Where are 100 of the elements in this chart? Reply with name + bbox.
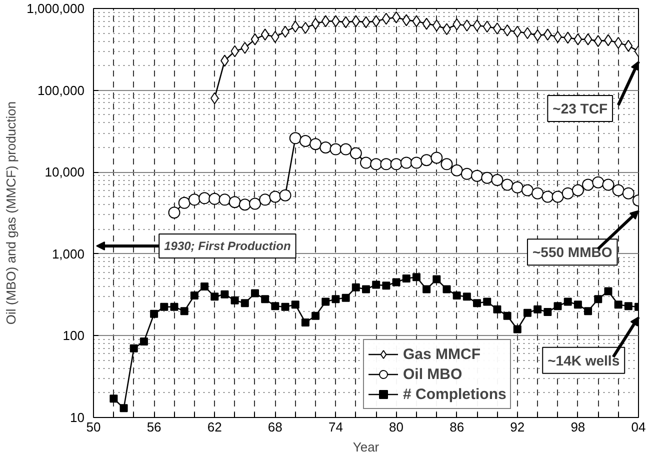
point — [210, 292, 219, 301]
annotation: ~14K wells — [548, 352, 620, 368]
point — [462, 292, 471, 301]
point — [362, 285, 370, 294]
point — [420, 154, 433, 166]
point — [624, 40, 633, 52]
point — [594, 35, 602, 48]
point — [604, 287, 612, 296]
x-tick-label: 92 — [510, 420, 525, 434]
point — [310, 138, 322, 150]
point — [481, 172, 494, 184]
point — [422, 18, 431, 30]
point — [624, 302, 632, 310]
point — [440, 158, 453, 170]
point — [352, 283, 360, 292]
point — [238, 198, 251, 211]
point — [150, 310, 158, 318]
point — [493, 305, 502, 314]
y-tick-label: 100 — [62, 328, 85, 344]
point — [322, 298, 330, 306]
point — [311, 18, 320, 30]
x-tick-label: 56 — [146, 420, 162, 434]
point — [190, 292, 198, 300]
point — [402, 14, 411, 26]
point — [342, 294, 350, 302]
point — [220, 290, 229, 298]
point — [564, 32, 572, 44]
point — [140, 337, 148, 346]
point — [534, 305, 542, 314]
point — [574, 300, 582, 309]
point — [230, 296, 239, 304]
legend-label: Gas MMCF — [403, 345, 481, 363]
legend-label: # Completions — [403, 385, 506, 403]
point — [360, 156, 372, 169]
y-tick-label: 100,000 — [38, 82, 85, 98]
point — [188, 194, 200, 206]
point — [250, 33, 260, 46]
y-tick-label: 10,000 — [44, 164, 85, 180]
point — [523, 308, 532, 317]
point — [542, 190, 554, 203]
point — [291, 300, 300, 309]
annotation: ~23 TCF — [552, 100, 608, 116]
point — [370, 158, 382, 170]
point — [503, 312, 512, 320]
point — [301, 318, 310, 326]
point — [261, 295, 270, 304]
point — [321, 15, 330, 28]
point — [392, 278, 400, 286]
x-tick-label: 74 — [328, 420, 343, 434]
point — [472, 19, 482, 32]
point — [511, 181, 524, 194]
point — [110, 394, 118, 403]
point — [471, 170, 484, 182]
point — [170, 302, 178, 311]
point — [574, 33, 582, 46]
point — [410, 156, 422, 169]
point — [501, 178, 514, 191]
point — [200, 282, 209, 290]
point — [248, 198, 261, 210]
point — [523, 27, 532, 40]
x-tick-label: 80 — [389, 420, 404, 434]
point — [382, 282, 390, 290]
point — [208, 192, 221, 205]
point — [130, 344, 138, 352]
point — [452, 292, 461, 300]
point — [483, 298, 492, 306]
x-tick-label: 04 — [631, 420, 646, 434]
annotation: 1930; First Production — [164, 238, 291, 253]
point — [430, 152, 443, 164]
point — [533, 29, 542, 42]
y-tick-label: 10 — [70, 410, 85, 425]
point — [592, 176, 604, 188]
point — [442, 285, 451, 294]
point — [281, 302, 290, 311]
x-tick-label: 68 — [268, 420, 282, 434]
point — [269, 190, 282, 203]
point — [279, 189, 292, 202]
point — [544, 308, 552, 316]
point — [552, 190, 564, 203]
point — [584, 33, 592, 46]
point — [482, 20, 492, 33]
point — [582, 178, 594, 191]
point — [198, 192, 211, 204]
point — [312, 312, 320, 320]
point — [372, 280, 380, 289]
point — [564, 298, 572, 306]
point — [372, 15, 380, 28]
point — [450, 164, 463, 176]
point — [521, 184, 534, 196]
y-tick-label: 1,000 — [52, 246, 85, 262]
point — [622, 187, 634, 200]
y-tick-label: 1,000,000 — [26, 1, 85, 16]
point — [332, 295, 340, 304]
point — [513, 26, 522, 38]
point — [228, 196, 241, 208]
x-axis-title: Year — [352, 440, 380, 454]
point — [178, 196, 190, 209]
point — [210, 92, 219, 104]
point — [422, 285, 431, 294]
y-axis-title: Oil (MBO) and gas (MMCF) production — [4, 101, 19, 325]
